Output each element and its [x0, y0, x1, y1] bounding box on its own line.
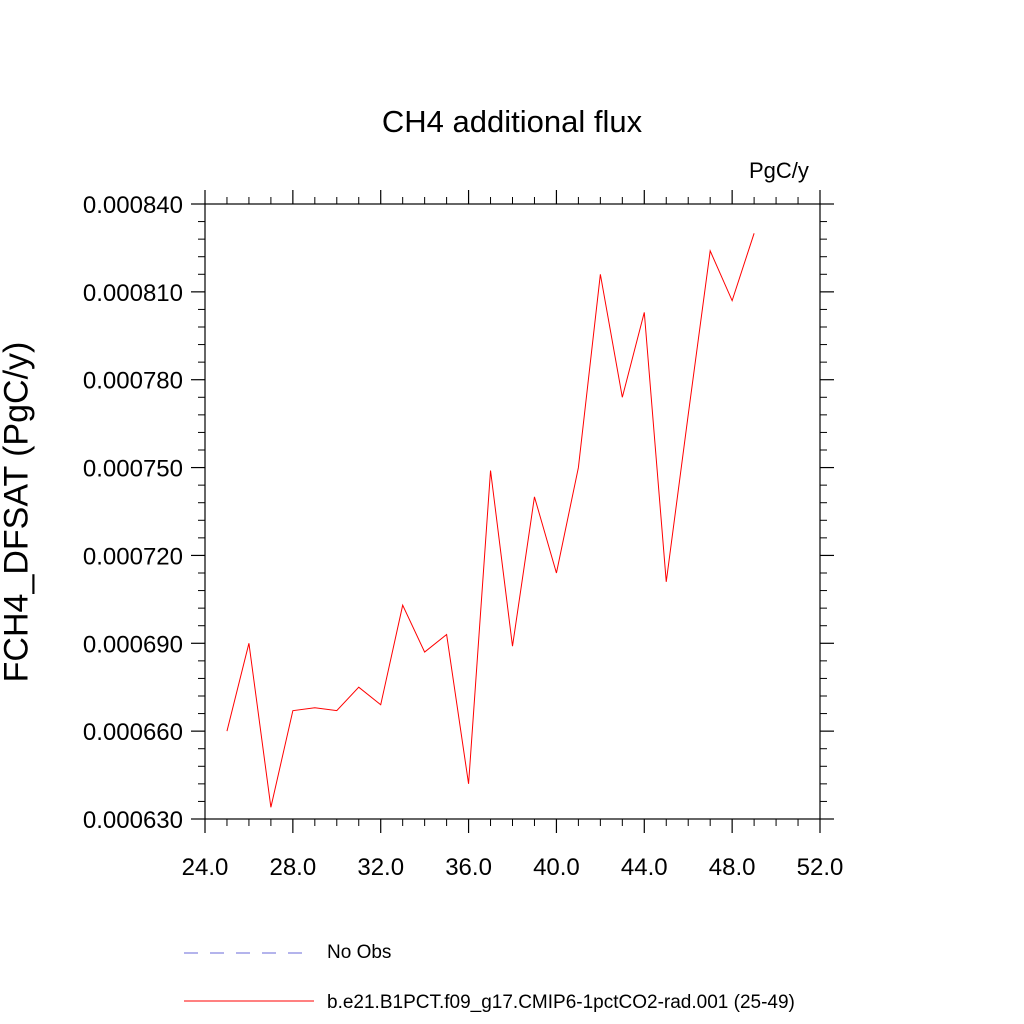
series-group [226, 233, 755, 808]
plot-frame [204, 203, 821, 820]
legend-label-no-obs: No Obs [327, 942, 392, 963]
chart-title: CH4 additional flux [381, 104, 643, 139]
y-tick-label: 0.000750 [83, 456, 183, 483]
x-tick-label: 48.0 [709, 854, 756, 881]
legend-label-model-run: b.e21.B1PCT.f09_g17.CMIP6-1pctCO2-rad.00… [327, 992, 795, 1013]
x-tick-label: 44.0 [621, 854, 668, 881]
y-tick-label: 0.000810 [83, 280, 183, 307]
axis-ticks: 24.0 28.0 32.0 36.0 40.0 44.0 48.0 52.0 0.000630… [83, 190, 843, 881]
y-tick-label: 0.000660 [83, 719, 183, 746]
y-tick-label: 0.000720 [83, 543, 183, 570]
y-tick-label: 0.000630 [83, 807, 183, 834]
y-tick-label: 0.000780 [83, 368, 183, 395]
x-tick-label: 28.0 [269, 854, 316, 881]
legend [184, 952, 314, 1002]
x-tick-label: 52.0 [797, 854, 844, 881]
units-label: PgC/y [749, 158, 809, 183]
series-line-0 [226, 233, 755, 808]
y-tick-label: 0.000840 [83, 192, 183, 219]
x-tick-label: 40.0 [533, 854, 580, 881]
x-tick-label: 32.0 [357, 854, 404, 881]
x-tick-label: 36.0 [445, 854, 492, 881]
x-tick-label: 24.0 [182, 854, 229, 881]
y-tick-label: 0.000690 [83, 631, 183, 658]
